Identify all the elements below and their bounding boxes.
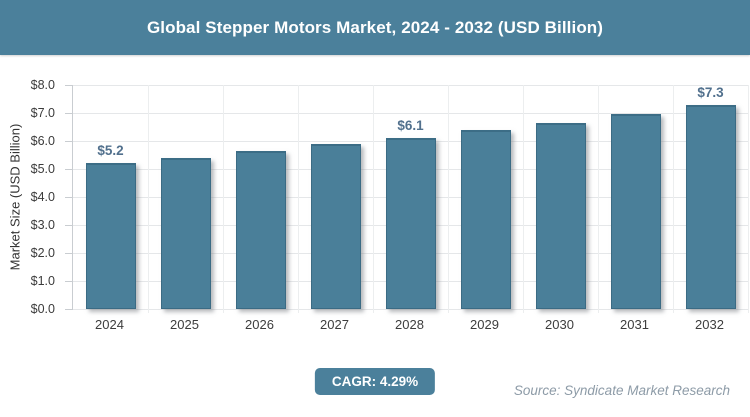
source-note: Source: Syndicate Market Research [513,383,730,398]
gridline [373,85,374,313]
bar [610,114,661,309]
y-tick-mark [65,253,73,254]
gridline [148,85,149,313]
gridline [523,85,524,313]
y-tick-mark [65,85,73,86]
y-axis-labels: $0.0 $1.0 $2.0 $3.0 $4.0 $5.0 $6.0 $7.0 $8.0 [0,78,64,316]
x-tick-label: 2031 [620,317,649,332]
cagr-badge: CAGR: 4.29% [314,368,436,395]
x-tick-label: 2028 [395,317,424,332]
gridline [223,85,224,313]
gridline [598,85,599,313]
x-axis-labels: 2024 2025 2026 2027 2028 2029 2030 2031 2032 [72,317,747,332]
gridline [673,85,674,313]
bar-value-label: $7.3 [697,85,724,100]
bar [310,144,361,309]
y-tick-label: $4.0 [30,190,55,204]
x-tick-label: 2026 [245,317,274,332]
y-tick-label: $5.0 [30,162,55,176]
gridline [298,85,299,313]
y-tick-mark [65,197,73,198]
bar [85,163,136,309]
bar [460,130,511,309]
y-tick-label: $3.0 [30,218,55,232]
gridline [73,113,748,114]
y-tick-label: $6.0 [30,134,55,148]
chart-title: Global Stepper Motors Market, 2024 - 203… [146,17,604,37]
gridline [448,85,449,313]
x-tick-label: 2025 [170,317,199,332]
bar [535,123,586,309]
x-tick-label: 2027 [320,317,349,332]
x-tick-label: 2029 [470,317,499,332]
chart-title-bar: Global Stepper Motors Market, 2024 - 203… [0,0,750,55]
x-tick-label: 2030 [545,317,574,332]
gridline [73,85,748,86]
bar [160,158,211,309]
y-tick-label: $7.0 [30,106,55,120]
y-tick-mark [65,281,73,282]
plot-area: $5.2 $6.1 $7.3 [65,85,749,313]
bar-chart: Market Size (USD Billion) $0.0 $1.0 $2.0 $3… [0,55,750,345]
y-tick-label: $1.0 [30,274,55,288]
bar-value-label: $6.1 [397,118,424,133]
y-tick-mark [65,141,73,142]
y-tick-mark [65,169,73,170]
y-tick-mark [65,113,73,114]
y-tick-mark [65,309,73,310]
x-tick-label: 2032 [695,317,724,332]
y-tick-mark [65,225,73,226]
gridline [73,309,748,310]
bar [385,138,436,309]
y-tick-label: $2.0 [30,246,55,260]
bar-value-label: $5.2 [97,143,124,158]
y-tick-label: $0.0 [30,302,55,316]
gridline [748,85,749,313]
x-tick-label: 2024 [95,317,124,332]
y-tick-label: $8.0 [30,78,55,92]
bar [235,151,286,309]
bar [685,105,736,309]
